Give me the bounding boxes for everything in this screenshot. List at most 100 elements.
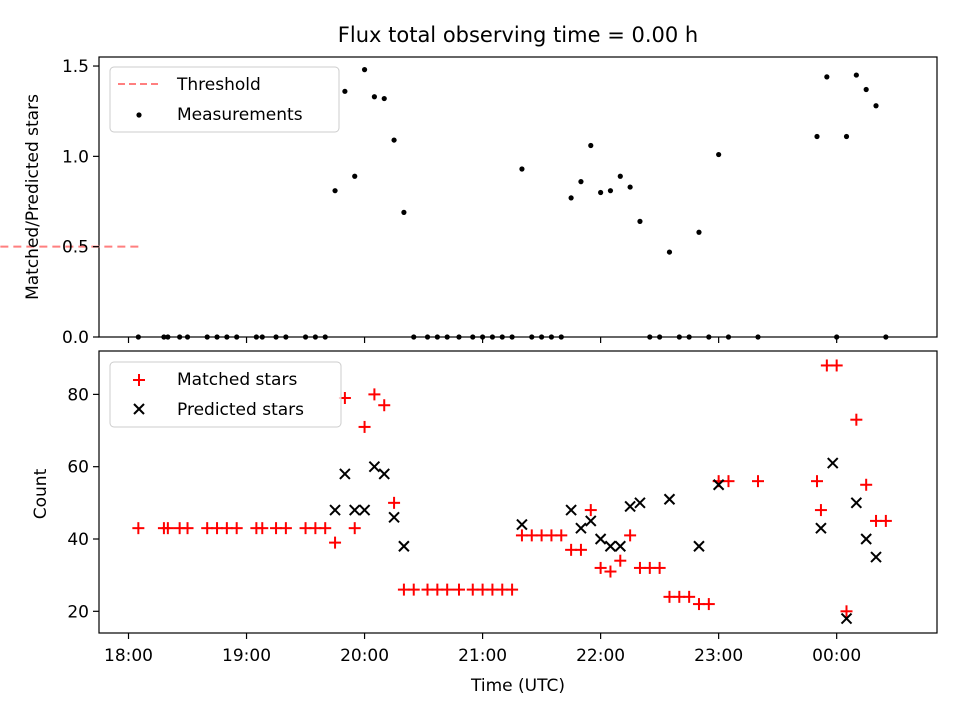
predicted-star-point	[840, 612, 853, 625]
top-y-tick-label: 1.5	[62, 57, 89, 77]
measurement-point	[259, 334, 265, 340]
bottom-y-ticks: 20 40 60 80	[67, 385, 99, 622]
matched-star-point	[279, 522, 292, 535]
measurement-point	[253, 334, 259, 340]
matched-star-point	[574, 543, 587, 556]
matched-star-point	[452, 583, 465, 596]
measurement-point	[401, 209, 407, 215]
measurement-point	[883, 334, 889, 340]
predicted-star-point	[693, 540, 705, 552]
measurement-point	[568, 195, 574, 201]
predicted-star-point	[634, 497, 646, 509]
measurement-point	[273, 334, 279, 340]
predicted-star-point	[870, 551, 882, 563]
measurement-point	[234, 334, 240, 340]
measurement-point	[696, 229, 702, 235]
matched-star-point	[132, 522, 145, 535]
matched-stars-points	[132, 359, 892, 618]
matched-star-point	[407, 583, 420, 596]
measurement-point	[302, 334, 309, 340]
legend-measurements-label: Measurements	[177, 105, 303, 125]
measurement-point	[676, 334, 682, 340]
measurement-point	[434, 334, 440, 340]
bottom-y-tick-label: 80	[67, 385, 89, 405]
measurement-point	[165, 334, 171, 340]
measurement-point	[204, 334, 210, 340]
matched-star-point	[181, 522, 194, 535]
bottom-x-ticks: 18:00 19:00 20:00 21:00 22:00 23:00 00:00	[104, 633, 861, 666]
top-chart-panel: 0.0 0.5 1.0 1.5 Matched/Predicted stars Thr…	[0, 56, 938, 348]
top-legend: Threshold Measurements	[109, 66, 340, 133]
predicted-star-point	[827, 457, 839, 469]
matched-star-point	[584, 504, 597, 517]
predicted-star-point	[388, 511, 400, 524]
bottom-x-tick-label: 00:00	[812, 646, 861, 666]
matched-star-point	[840, 605, 853, 618]
matched-star-point	[388, 496, 401, 509]
legend-measurements-swatch	[136, 112, 142, 118]
measurement-point	[716, 151, 722, 158]
measurement-point	[424, 334, 431, 340]
measurement-point	[312, 334, 318, 340]
matched-star-point	[319, 522, 332, 535]
measurement-point	[489, 334, 496, 340]
matched-star-point	[348, 522, 361, 535]
bottom-x-tick-label: 22:00	[576, 646, 625, 666]
matched-star-point	[329, 536, 342, 549]
predicted-star-point	[378, 468, 390, 480]
bottom-x-tick-label: 18:00	[104, 646, 153, 666]
predicted-star-point	[815, 522, 827, 534]
measurement-point	[598, 189, 604, 196]
matched-star-point	[594, 561, 607, 574]
bottom-y-tick-label: 60	[67, 458, 89, 478]
legend-threshold-label: Threshold	[176, 75, 261, 95]
measurement-point	[539, 334, 545, 340]
measurement-point	[824, 74, 830, 80]
matched-star-point	[441, 583, 454, 596]
predicted-star-point	[594, 533, 607, 545]
legend-matched-swatch	[133, 374, 145, 386]
predicted-star-point	[585, 515, 597, 527]
bottom-x-tick-label: 19:00	[222, 646, 271, 666]
top-y-axis-label: Matched/Predicted stars	[23, 94, 43, 300]
measurement-point	[411, 334, 417, 340]
measurement-point	[135, 334, 141, 340]
predicted-star-point	[712, 479, 725, 491]
measurement-point	[755, 334, 761, 340]
measurement-point	[627, 184, 633, 190]
legend-matched-label: Matched stars	[177, 370, 297, 390]
measurement-point	[578, 179, 584, 185]
matched-star-point	[683, 590, 696, 603]
predicted-star-point	[565, 504, 577, 516]
predicted-stars-points	[329, 457, 882, 625]
measurement-point	[456, 334, 462, 340]
bottom-legend-box	[109, 361, 342, 428]
matched-star-point	[751, 475, 764, 488]
predicted-star-point	[624, 500, 636, 513]
predicted-star-point	[349, 504, 361, 516]
bottom-x-tick-label: 20:00	[340, 646, 389, 666]
bottom-y-tick-label: 20	[67, 602, 89, 622]
measurement-point	[853, 72, 859, 78]
predicted-star-point	[398, 540, 410, 552]
predicted-star-point	[614, 540, 626, 552]
measurement-point	[371, 94, 377, 100]
matched-star-point	[604, 565, 617, 578]
matched-star-point	[850, 413, 863, 426]
bottom-chart-panel: 20 40 60 80 18:00 19:00 20:00 21:00 22:00 23:00 0…	[31, 350, 938, 696]
predicted-star-point	[850, 497, 863, 509]
matched-star-point	[506, 583, 519, 596]
measurement-point	[214, 334, 220, 340]
matched-star-point	[230, 522, 243, 535]
measurement-points	[135, 67, 889, 340]
bottom-legend: Matched stars Predicted stars	[109, 361, 342, 428]
measurement-point	[184, 334, 191, 340]
measurement-point	[161, 334, 167, 340]
matched-star-point	[358, 420, 371, 433]
predicted-star-point	[860, 533, 872, 545]
predicted-star-point	[339, 468, 351, 480]
bottom-x-tick-label: 23:00	[694, 646, 743, 666]
matched-star-point	[879, 514, 892, 527]
bottom-x-axis-label: Time (UTC)	[470, 676, 565, 696]
